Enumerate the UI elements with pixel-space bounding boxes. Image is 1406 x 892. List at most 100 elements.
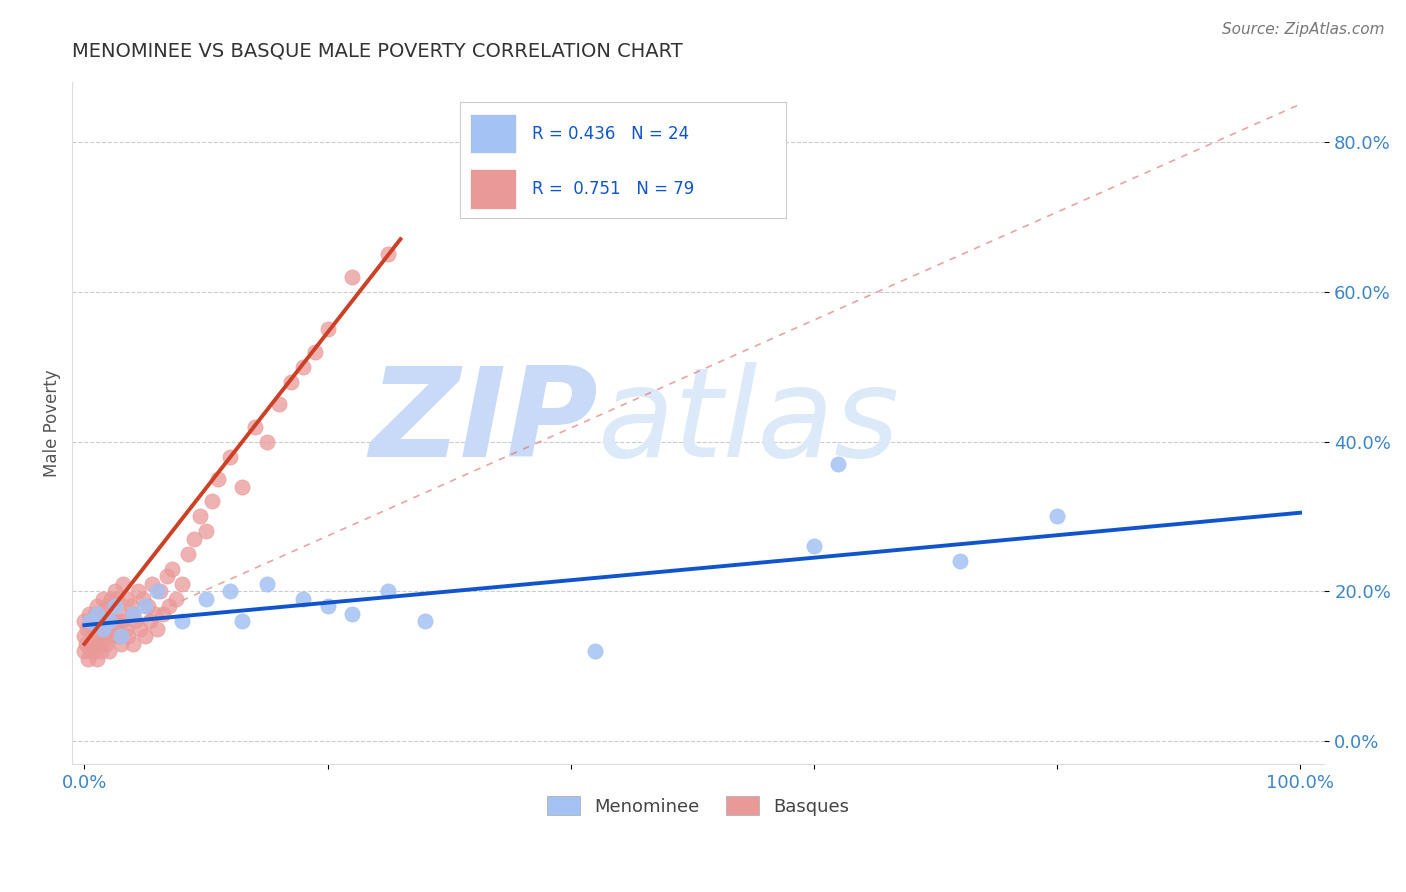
Point	[110, 607, 132, 621]
Point	[80, 637, 103, 651]
Point	[136, 599, 159, 614]
Point	[141, 577, 163, 591]
Point	[122, 607, 145, 621]
Point	[112, 577, 135, 591]
Point	[152, 607, 174, 621]
Point	[377, 247, 399, 261]
Point	[188, 509, 211, 524]
Point	[117, 629, 139, 643]
Point	[93, 629, 115, 643]
Point	[146, 584, 169, 599]
Point	[91, 622, 114, 636]
Point	[231, 479, 253, 493]
Point	[122, 637, 145, 651]
Text: ZIP: ZIP	[370, 362, 598, 483]
Point	[82, 622, 104, 636]
Point	[115, 591, 138, 606]
Point	[84, 607, 107, 621]
Point	[127, 584, 149, 599]
Point	[107, 629, 129, 643]
Point	[219, 450, 242, 464]
Point	[413, 615, 436, 629]
Point	[86, 629, 108, 643]
Point	[104, 599, 127, 614]
Point	[256, 434, 278, 449]
Point	[316, 322, 339, 336]
Point	[292, 591, 315, 606]
Point	[156, 569, 179, 583]
Point	[79, 615, 101, 629]
Point	[134, 599, 156, 614]
Point	[75, 637, 97, 651]
Point	[87, 637, 110, 651]
Point	[77, 652, 100, 666]
Point	[170, 615, 193, 629]
Point	[110, 629, 132, 643]
Point	[304, 344, 326, 359]
Point	[243, 419, 266, 434]
Legend: Menominee, Basques: Menominee, Basques	[540, 789, 856, 823]
Point	[256, 577, 278, 591]
Text: Source: ZipAtlas.com: Source: ZipAtlas.com	[1222, 22, 1385, 37]
Point	[949, 554, 972, 568]
Point	[280, 375, 302, 389]
Point	[83, 644, 105, 658]
Point	[98, 622, 121, 636]
Point	[340, 269, 363, 284]
Point	[134, 629, 156, 643]
Point	[86, 607, 108, 621]
Point	[110, 637, 132, 651]
Point	[101, 629, 124, 643]
Point	[1046, 509, 1069, 524]
Point	[124, 615, 146, 629]
Point	[177, 547, 200, 561]
Point	[143, 607, 166, 621]
Point	[340, 607, 363, 621]
Point	[207, 472, 229, 486]
Point	[146, 622, 169, 636]
Point	[89, 615, 111, 629]
Point	[79, 644, 101, 658]
Point	[827, 457, 849, 471]
Text: MENOMINEE VS BASQUE MALE POVERTY CORRELATION CHART: MENOMINEE VS BASQUE MALE POVERTY CORRELA…	[72, 42, 683, 61]
Point	[231, 615, 253, 629]
Point	[97, 615, 120, 629]
Point	[97, 615, 120, 629]
Point	[73, 644, 96, 658]
Point	[170, 577, 193, 591]
Point	[76, 622, 98, 636]
Point	[94, 607, 117, 621]
Point	[120, 599, 142, 614]
Point	[105, 591, 128, 606]
Point	[79, 615, 101, 629]
Point	[129, 622, 152, 636]
Point	[149, 584, 172, 599]
Point	[104, 584, 127, 599]
Point	[73, 615, 96, 629]
Point	[105, 622, 128, 636]
Point	[139, 615, 162, 629]
Y-axis label: Male Poverty: Male Poverty	[44, 369, 60, 476]
Point	[165, 591, 187, 606]
Point	[91, 591, 114, 606]
Point	[583, 644, 606, 658]
Point	[73, 629, 96, 643]
Point	[219, 584, 242, 599]
Point	[122, 607, 145, 621]
Point	[292, 359, 315, 374]
Point	[377, 584, 399, 599]
Point	[86, 652, 108, 666]
Point	[86, 599, 108, 614]
Point	[91, 622, 114, 636]
Point	[267, 397, 290, 411]
Point	[96, 599, 118, 614]
Point	[316, 599, 339, 614]
Point	[96, 637, 118, 651]
Text: atlas: atlas	[598, 362, 900, 483]
Point	[90, 644, 112, 658]
Point	[104, 615, 127, 629]
Point	[201, 494, 224, 508]
Point	[194, 591, 217, 606]
Point	[114, 622, 136, 636]
Point	[159, 599, 181, 614]
